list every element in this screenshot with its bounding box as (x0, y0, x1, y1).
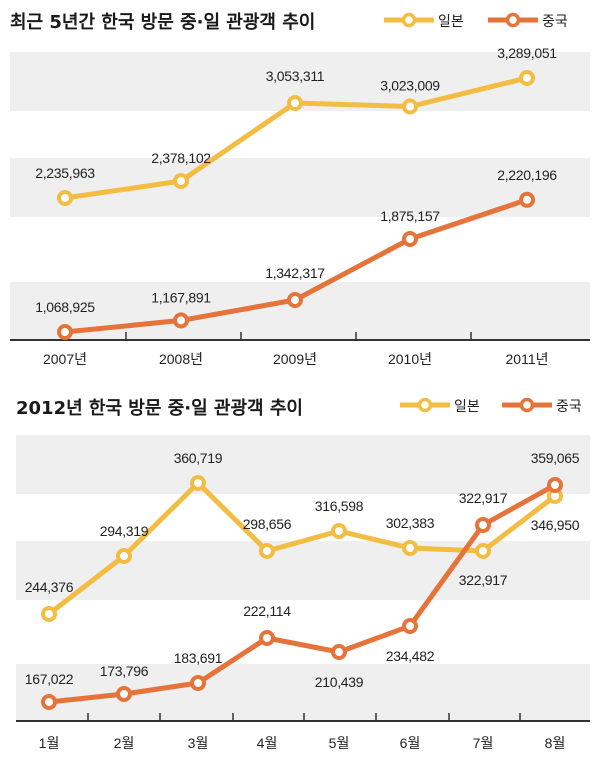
data-point-china (475, 517, 491, 533)
data-point-china (41, 694, 57, 710)
data-label-china: 2,220,196 (497, 167, 557, 183)
data-point-japan (475, 543, 491, 559)
data-point-japan (402, 540, 418, 556)
data-point-china (402, 231, 418, 247)
data-label-china: 222,114 (243, 603, 291, 619)
x-tick-label: 4월 (257, 735, 278, 751)
data-point-china (287, 292, 303, 308)
data-label-china: 322,917 (459, 490, 508, 506)
data-point-japan (259, 543, 275, 559)
data-label-china: 1,068,925 (35, 299, 95, 315)
data-point-china (519, 191, 535, 208)
x-tick-label: 1월 (39, 735, 60, 751)
data-label-china: 1,342,317 (265, 265, 325, 281)
data-label-japan: 302,383 (386, 515, 435, 531)
x-tick-label: 5월 (329, 735, 350, 751)
legend-japan-marker (417, 397, 433, 413)
chart-2: 2012년 한국 방문 중·일 관광객 추이 일본 중국 1월 2월 3월 4월 5월 6… (16, 397, 590, 751)
data-point-japan (190, 475, 206, 491)
x-tick-label: 6월 (400, 735, 421, 751)
x-tick-label: 2007년 (43, 351, 87, 367)
data-point-china (259, 630, 275, 646)
data-point-japan (287, 95, 303, 111)
x-tick-label: 2월 (114, 735, 135, 751)
data-label-japan: 294,319 (100, 523, 149, 539)
x-tick-label: 2008년 (159, 351, 203, 367)
data-point-china (190, 675, 206, 691)
data-label-china: 183,691 (174, 650, 223, 666)
data-point-japan (41, 606, 57, 622)
chart-1-band-2 (10, 158, 590, 217)
data-label-china: 234,482 (386, 648, 435, 664)
data-label-japan: 322,917 (459, 572, 508, 588)
data-label-japan: 2,378,102 (151, 150, 211, 166)
legend-japan-marker (401, 12, 417, 28)
x-tick-label: 3월 (188, 735, 209, 751)
data-label-japan: 360,719 (174, 450, 223, 466)
data-label-japan: 3,289,051 (497, 45, 557, 61)
chart-1-legend: 일본 중국 (384, 12, 568, 30)
x-tick-label: 7월 (473, 735, 494, 751)
legend-china-label: 중국 (556, 399, 582, 415)
data-label-china: 210,439 (315, 674, 364, 690)
data-point-china (402, 618, 418, 634)
data-point-china (57, 324, 73, 340)
chart-1: 최근 5년간 한국 방문 중·일 관광객 추이 일본 중국 2007년 2008년… (10, 12, 590, 367)
data-label-japan: 3,053,311 (266, 68, 325, 84)
data-label-japan: 244,376 (25, 579, 74, 595)
data-label-japan: 346,950 (531, 517, 580, 533)
data-label-japan: 3,023,009 (380, 78, 440, 94)
data-point-china (116, 686, 132, 702)
series-line-japan (47, 480, 557, 616)
chart-1-title: 최근 5년간 한국 방문 중·일 관광객 추이 (10, 12, 315, 33)
x-tick-label: 2010년 (388, 351, 432, 367)
data-point-japan (519, 70, 535, 86)
legend-china-label: 중국 (542, 14, 568, 30)
legend-china-marker (519, 397, 535, 413)
data-label-japan: 316,598 (315, 498, 364, 514)
data-point-japan (173, 173, 189, 189)
data-point-japan (116, 548, 132, 564)
x-tick-label: 2011년 (506, 351, 549, 367)
data-point-china (547, 477, 563, 493)
legend-china-marker (505, 12, 521, 28)
data-label-china: 359,065 (531, 450, 580, 466)
chart-2-band-1 (16, 435, 590, 494)
series-line-china (48, 482, 557, 705)
data-point-china (173, 312, 189, 329)
data-label-japan: 298,656 (243, 516, 292, 532)
data-point-japan (331, 523, 347, 539)
data-point-japan (57, 190, 73, 206)
data-point-japan (402, 98, 418, 115)
x-tick-label: 8월 (545, 735, 566, 751)
x-tick-label: 2009년 (273, 351, 317, 367)
chart-2-band-3 (16, 664, 590, 721)
data-label-china: 167,022 (25, 671, 74, 687)
legend-japan-label: 일본 (454, 399, 480, 415)
chart-2-band-2 (16, 541, 590, 600)
data-label-china: 1,875,157 (380, 208, 440, 224)
data-label-japan: 2,235,963 (35, 165, 95, 181)
chart-2-legend: 일본 중국 (400, 397, 582, 415)
data-label-china: 173,796 (100, 663, 149, 679)
chart-2-title: 2012년 한국 방문 중·일 관광객 추이 (16, 398, 303, 419)
data-label-china: 1,167,891 (151, 289, 211, 305)
legend-japan-label: 일본 (438, 14, 464, 30)
data-point-china (331, 644, 347, 660)
